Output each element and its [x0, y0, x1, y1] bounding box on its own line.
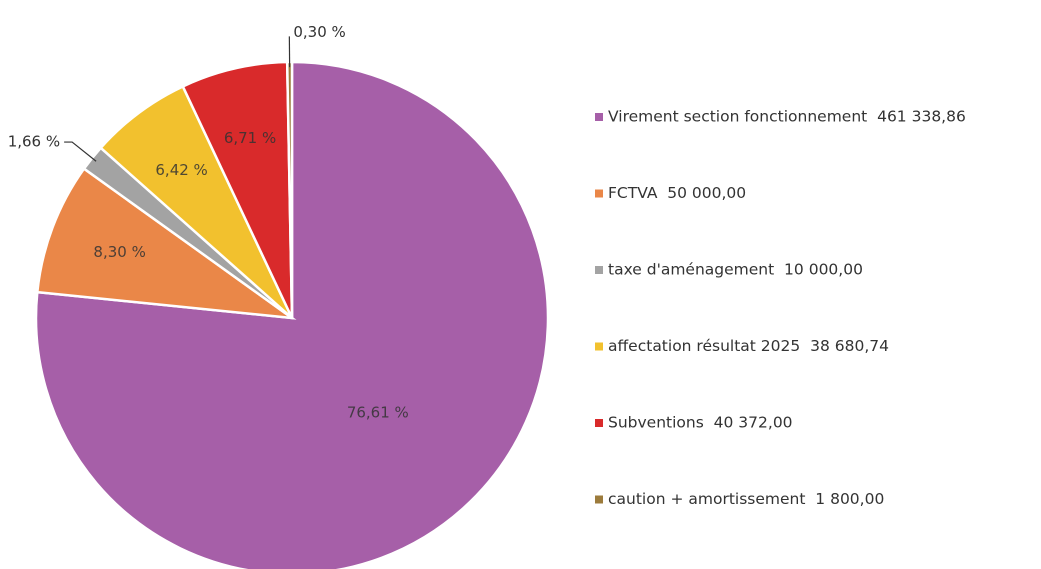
pie-slice [34, 60, 550, 569]
pie-slice [35, 166, 297, 320]
legend-marker [595, 113, 603, 121]
leader-line [64, 141, 97, 162]
data-label: 1,66 % [8, 133, 60, 151]
legend-marker [595, 342, 603, 351]
legend-text: Virement section fonctionnement 461 338,… [608, 108, 966, 126]
legend-marker [595, 266, 603, 274]
data-label: 0,30 % [293, 23, 345, 41]
legend-marker [595, 495, 603, 504]
legend-text: affectation résultat 2025 38 680,74 [608, 337, 889, 355]
legend-marker [595, 419, 603, 427]
legend-text: FCTVA 50 000,00 [608, 184, 746, 202]
data-label: 6,42 % [155, 161, 207, 179]
data-label: 6,71 % [224, 129, 276, 147]
data-label: 8,30 % [93, 243, 145, 261]
legend-text: caution + amortissement 1 800,00 [608, 490, 884, 508]
legend-marker [595, 189, 603, 198]
data-label: 76,61 % [347, 403, 409, 421]
pie-slice [181, 60, 294, 319]
legend-text: Subventions 40 372,00 [608, 414, 793, 432]
legend-text: taxe d'aménagement 10 000,00 [608, 261, 863, 279]
